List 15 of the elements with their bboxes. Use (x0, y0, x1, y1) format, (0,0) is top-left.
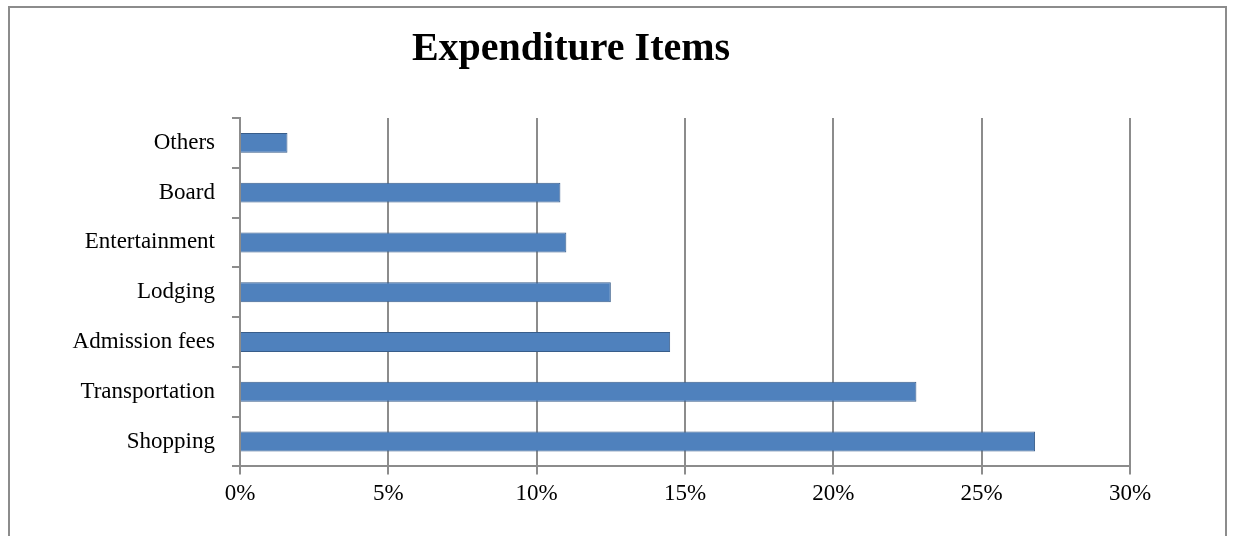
y-tick-label: Lodging (137, 278, 216, 304)
y-tick-label: Admission fees (72, 328, 216, 354)
y-tick-label: Board (158, 178, 216, 204)
x-tick-label: 5% (373, 480, 404, 506)
y-tick-label: Entertainment (84, 228, 216, 254)
chart-title: Expenditure Items (411, 24, 731, 70)
y-tick-label: Shopping (126, 427, 216, 453)
y-tick-label: Others (153, 128, 216, 154)
y-tick-label: Transportation (80, 377, 216, 403)
x-tick-label: 20% (812, 480, 855, 506)
x-tick-label: 25% (960, 480, 1003, 506)
x-tick-label: 30% (1108, 480, 1152, 506)
x-tick-label: 15% (663, 480, 707, 506)
x-tick-label: 10% (515, 480, 558, 506)
x-tick-label: 0% (224, 480, 256, 506)
